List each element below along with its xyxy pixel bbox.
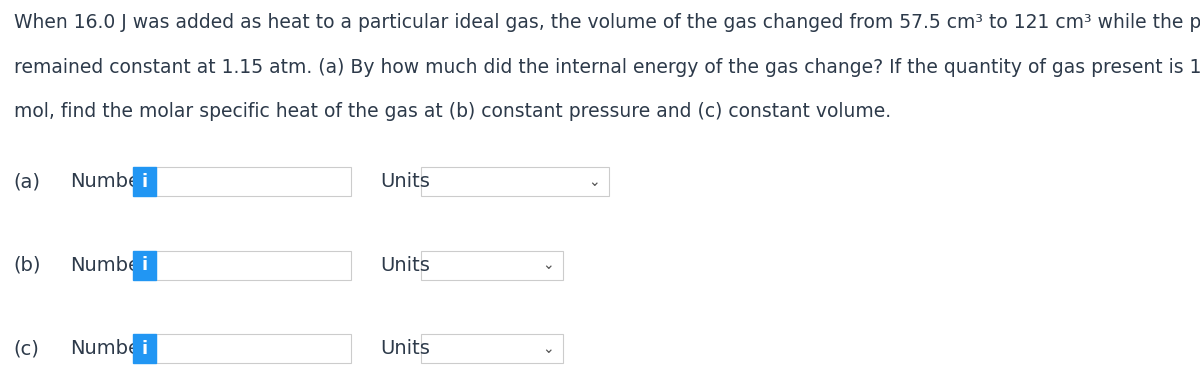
Text: i: i bbox=[142, 256, 148, 274]
FancyBboxPatch shape bbox=[133, 334, 156, 363]
Text: mol, find the molar specific heat of the gas at (b) constant pressure and (c) co: mol, find the molar specific heat of the… bbox=[14, 102, 890, 121]
FancyBboxPatch shape bbox=[156, 167, 350, 196]
Text: Number: Number bbox=[71, 172, 149, 192]
FancyBboxPatch shape bbox=[133, 251, 156, 280]
Text: (a): (a) bbox=[14, 172, 41, 192]
Text: Number: Number bbox=[71, 256, 149, 275]
Text: ⌄: ⌄ bbox=[588, 175, 600, 189]
Text: (b): (b) bbox=[14, 256, 41, 275]
FancyBboxPatch shape bbox=[156, 334, 350, 363]
FancyBboxPatch shape bbox=[421, 167, 608, 196]
Text: ⌄: ⌄ bbox=[542, 258, 553, 273]
FancyBboxPatch shape bbox=[133, 167, 156, 196]
Text: remained constant at 1.15 atm. (a) By how much did the internal energy of the ga: remained constant at 1.15 atm. (a) By ho… bbox=[14, 58, 1200, 77]
Text: Units: Units bbox=[380, 339, 430, 358]
Text: (c): (c) bbox=[14, 339, 40, 358]
FancyBboxPatch shape bbox=[421, 251, 563, 280]
Text: When 16.0 J was added as heat to a particular ideal gas, the volume of the gas c: When 16.0 J was added as heat to a parti… bbox=[14, 13, 1200, 32]
Text: Units: Units bbox=[380, 256, 430, 275]
Text: i: i bbox=[142, 340, 148, 358]
Text: Units: Units bbox=[380, 172, 430, 192]
Text: ⌄: ⌄ bbox=[542, 342, 553, 356]
Text: i: i bbox=[142, 173, 148, 191]
Text: Number: Number bbox=[71, 339, 149, 358]
FancyBboxPatch shape bbox=[421, 334, 563, 363]
FancyBboxPatch shape bbox=[156, 251, 350, 280]
